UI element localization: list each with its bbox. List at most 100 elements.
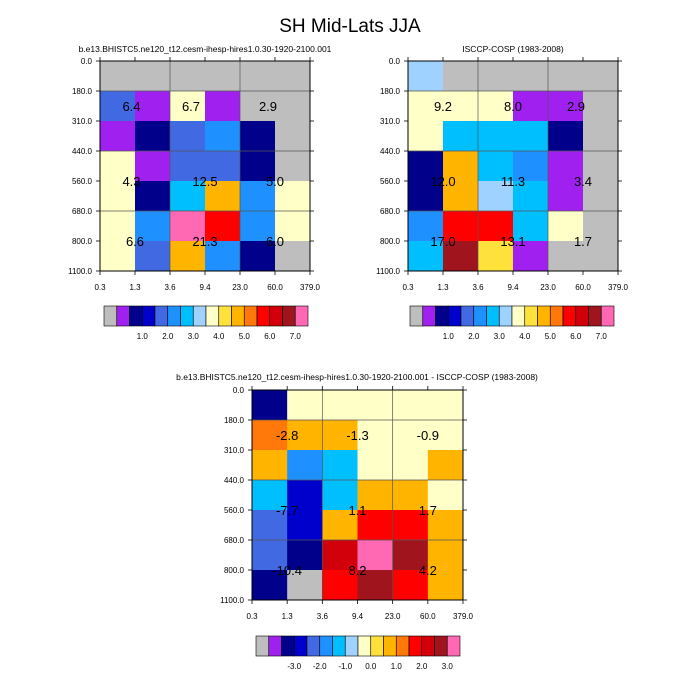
- colorbar-swatch: [524, 305, 538, 327]
- heatmap-cell: [135, 151, 171, 182]
- data-label: -1.3: [346, 428, 368, 443]
- x-tick-label: 9.4: [352, 612, 364, 621]
- x-tick-label: 0.3: [402, 283, 414, 292]
- x-tick-label: 60.0: [575, 283, 591, 292]
- colorbar-label: -1.0: [338, 662, 352, 671]
- data-label: 12.5: [192, 174, 217, 189]
- colorbar-label: 2.0: [468, 332, 480, 341]
- colorbar-swatch: [293, 635, 308, 657]
- heatmap-cell: [478, 121, 514, 152]
- heatmap-cell: [287, 420, 323, 451]
- heatmap-cell: [478, 241, 514, 272]
- heatmap-cell: [357, 420, 394, 451]
- heatmap-cell: [205, 61, 241, 92]
- heatmap-cell: [322, 540, 358, 571]
- y-tick-label: 180.0: [380, 87, 401, 96]
- y-tick-label: 310.0: [72, 117, 93, 126]
- y-tick-label: 560.0: [72, 177, 93, 186]
- y-tick-label: 800.0: [224, 566, 245, 575]
- colorbar-swatch: [447, 305, 462, 327]
- heatmap-cell: [252, 450, 288, 481]
- heatmap-cell: [252, 540, 288, 571]
- heatmap-cell: [205, 241, 241, 272]
- colorbar-swatch: [460, 305, 475, 327]
- heatmap-cell: [427, 540, 464, 571]
- y-tick-label: 440.0: [224, 476, 245, 485]
- heatmap-cell: [427, 570, 464, 601]
- heatmap-cell: [548, 61, 584, 92]
- heatmap-cell: [100, 61, 136, 92]
- heatmap-cell: [287, 390, 323, 421]
- heatmap-cell: [170, 121, 206, 152]
- x-tick-label: 3.6: [317, 612, 329, 621]
- colorbar-swatch: [498, 305, 513, 327]
- heatmap-cell: [170, 211, 206, 242]
- heatmap-cell: [322, 510, 358, 541]
- heatmap-cell: [548, 241, 584, 272]
- y-tick-label: 800.0: [72, 237, 93, 246]
- heatmap-cell: [427, 420, 464, 451]
- colorbar-label: 4.0: [213, 332, 225, 341]
- colorbar-label: 7.0: [290, 332, 302, 341]
- heatmap-cell: [443, 181, 479, 212]
- x-tick-label: 23.0: [385, 612, 401, 621]
- heatmap-cell: [583, 91, 619, 122]
- colorbar-swatch: [192, 305, 207, 327]
- colorbar-label: 5.0: [239, 332, 251, 341]
- heatmap-cell: [408, 151, 444, 182]
- heatmap-cell: [478, 211, 514, 242]
- colorbar-swatch: [294, 305, 309, 327]
- data-label: 13.1: [500, 234, 525, 249]
- panel-title: ISCCP-COSP (1983-2008): [462, 44, 564, 54]
- colorbar-swatch: [357, 635, 372, 657]
- colorbar-swatch: [282, 305, 296, 327]
- x-tick-label: 23.0: [540, 283, 556, 292]
- colorbar-swatch: [446, 635, 461, 657]
- data-label: 17.0: [430, 234, 455, 249]
- heatmap-cell: [392, 390, 429, 421]
- x-tick-label: 1.3: [282, 612, 294, 621]
- data-label: 1.1: [348, 503, 366, 518]
- heatmap-cell: [240, 241, 276, 272]
- heatmap-cell: [322, 450, 358, 481]
- colorbar-swatch: [435, 305, 449, 327]
- data-label: 11.3: [501, 174, 525, 189]
- y-tick-label: 1100.0: [220, 596, 244, 605]
- colorbar-swatch: [180, 305, 194, 327]
- heatmap-cell: [322, 420, 358, 451]
- heatmap-cell: [240, 61, 276, 92]
- colorbar-swatch: [129, 305, 143, 327]
- colorbar-swatch: [256, 305, 271, 327]
- heatmap-cell: [275, 181, 311, 212]
- heatmap-cell: [100, 151, 136, 182]
- heatmap-cell: [443, 211, 479, 242]
- colorbar-swatch: [537, 305, 551, 327]
- x-tick-label: 3.6: [472, 283, 484, 292]
- data-label: 9.2: [434, 99, 452, 114]
- heatmap-cell: [275, 61, 311, 92]
- heatmap-cell: [275, 151, 311, 182]
- colorbar-swatch: [421, 635, 435, 657]
- heatmap-cell: [443, 91, 479, 122]
- colorbar-label: 0.0: [365, 662, 377, 671]
- heatmap-cell: [135, 241, 171, 272]
- y-tick-label: 440.0: [72, 147, 93, 156]
- heatmap-cell: [513, 121, 549, 152]
- heatmap-cell: [240, 211, 276, 242]
- colorbar-swatch: [409, 305, 424, 327]
- y-tick-label: 0.0: [81, 57, 93, 66]
- heatmap-cell: [548, 121, 584, 152]
- data-label: 8.0: [504, 99, 522, 114]
- y-tick-label: 1100.0: [376, 267, 400, 276]
- heatmap-cell: [322, 570, 358, 601]
- colorbar-label: 2.0: [162, 332, 174, 341]
- heatmap-cell: [275, 91, 311, 122]
- heatmap-cell: [135, 91, 171, 122]
- colorbar-swatch: [434, 635, 448, 657]
- heatmap-cell: [205, 211, 241, 242]
- heatmap-cell: [170, 241, 206, 272]
- colorbar-swatch: [268, 635, 282, 657]
- heatmap-cell: [357, 540, 394, 571]
- heatmap-cell: [548, 91, 584, 122]
